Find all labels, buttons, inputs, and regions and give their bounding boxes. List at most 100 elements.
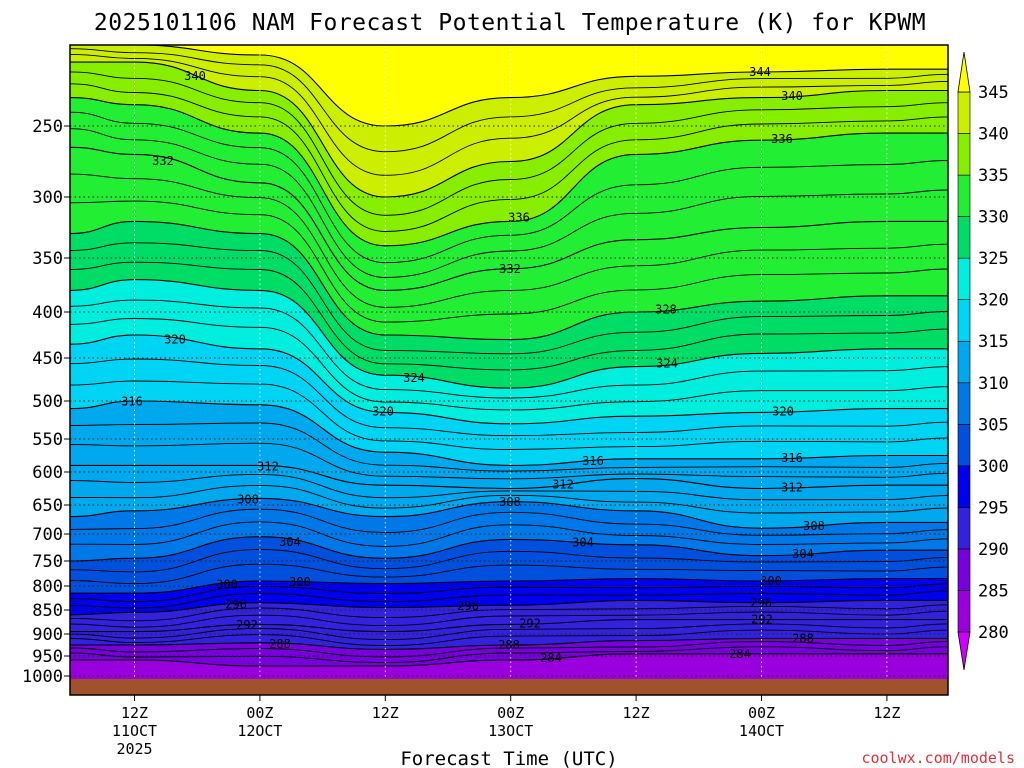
y-tick-label: 700 [32,525,63,545]
colorbar-swatch [957,91,971,134]
isentrope-minor [69,48,949,153]
colorbar-swatch [957,590,971,633]
grid-layer [70,45,948,695]
contour-label: 336 [771,132,793,146]
contour-label: 304 [279,535,301,549]
y-tick-label: 400 [32,303,63,323]
terrain-strip [70,679,948,695]
contour-label: 300 [216,577,238,591]
y-tick-label: 900 [32,625,63,645]
y-tick-label: 450 [32,349,63,369]
colorbar-tick-label: 330 [978,208,1009,228]
colorbar-swatch [957,257,971,300]
colorbar-swatch [957,382,971,425]
isentrope-minor [69,173,949,308]
y-tick-label: 850 [32,601,63,621]
colorbar-swatch [957,216,971,259]
isentrope-minor [69,629,949,646]
fill-band-340 [70,45,948,197]
contour-label: 324 [403,371,425,385]
contour-label: 316 [121,394,143,408]
colorbar-swatch [957,507,971,550]
isentrope-minor [69,53,949,176]
y-tick-label: 750 [32,552,63,572]
contour-label: 308 [803,519,825,533]
y-tick-label: 600 [32,463,63,483]
contour-label: 300 [289,575,311,589]
temperature-fill-layer [70,45,948,695]
contour-label: 284 [540,651,562,665]
isentrope-minor [69,422,949,472]
isentrope-344 [70,44,948,127]
colorbar-tick-label: 345 [978,83,1009,103]
contour-label: 292 [519,617,541,631]
colorbar-tick-label: 335 [978,166,1009,186]
x-tick-label: 12Z [873,704,900,722]
contour-label: 336 [508,210,530,224]
x-tick-label: 00Z [497,704,524,722]
isentrope-minor [69,563,949,585]
contour-label: 340 [184,69,206,83]
x-tick-label: 12OCT [237,722,282,740]
contour-label: 308 [499,495,521,509]
isentrope-minor [69,549,949,573]
isentrope-minor [69,71,949,216]
isentrope-308 [69,497,948,529]
isentrope-296 [69,599,948,616]
isentrope-minor [69,610,949,628]
isentrope-minor [69,358,949,437]
contour-label: 308 [237,493,259,507]
contour-label: 328 [655,302,677,316]
y-tick-label: 950 [32,647,63,667]
contour-label: 332 [152,154,174,168]
isentrope-minor [69,442,949,480]
isentrope-minor [69,299,949,399]
colorbar-tick-label: 315 [978,332,1009,352]
contour-label: 292 [236,618,258,632]
isentrope-minor [69,318,949,411]
contour-label: 304 [572,536,594,550]
contour-label: 292 [751,613,773,627]
colorbar-bottom-arrow [957,631,971,671]
y-tick-label: 250 [32,117,63,137]
isentrope-332 [69,146,948,291]
contour-label: 320 [772,405,794,419]
x-tick-label: 13OCT [488,722,533,740]
isentrope-292 [69,619,948,633]
isentrope-minor [69,521,949,547]
colorbar-tick-label: 285 [978,581,1009,601]
isentrope-minor [69,242,949,355]
colorbar-swatch [957,133,971,176]
isentrope-minor [69,508,949,536]
x-tick-label: 12Z [372,704,399,722]
colorbar-tick-label: 280 [978,623,1009,643]
colorbar: 280 285 290 295 300 305 310 315 320 325 330 335 340 3… [957,51,1009,671]
isentrope-284 [70,653,948,667]
contour-label: 324 [656,356,678,370]
x-axis-title: Forecast Time (UTC) [400,748,617,768]
isentrope-316 [69,400,948,466]
y-tick-label: 500 [32,392,63,412]
x-tick-label: 11OCT [112,722,157,740]
contour-label: 316 [582,454,604,468]
colorbar-swatch [957,174,971,217]
isentrope-312 [69,464,948,490]
contour-label: 288 [269,637,291,651]
colorbar-tick-label: 290 [978,540,1009,560]
isentrope-minor [69,111,949,264]
isentrope-minor [69,604,949,622]
colorbar-swatch [957,340,971,384]
y-tick-label: 550 [32,430,63,450]
colorbar-swatch [957,424,971,467]
isentrope-328 [69,220,948,341]
y-tick-label: 300 [32,188,63,208]
isentrope-minor [69,623,949,640]
colorbar-swatch [957,299,971,342]
contour-label: 320 [372,404,394,418]
isentrope-minor [69,380,949,450]
contour-label: 312 [781,481,803,495]
y-axis: 250 300 350 400 450 500 550 600 650 700 750 800 850 9… [22,117,70,687]
contour-label: 300 [760,574,782,588]
